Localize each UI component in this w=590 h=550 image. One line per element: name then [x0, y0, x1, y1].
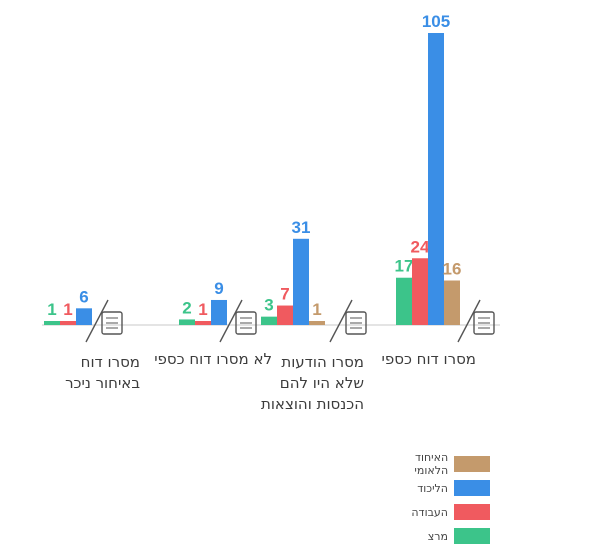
bar-1-4 [444, 280, 460, 325]
data-label: 31 [292, 218, 311, 237]
legend-label: הליכוד [417, 481, 448, 495]
data-label: 16 [443, 260, 462, 279]
legend-item: מרצ [378, 524, 490, 548]
bar-4-2 [60, 321, 76, 325]
bar-3-2 [195, 321, 211, 325]
bar-1-1 [396, 277, 412, 325]
data-label: 2 [182, 298, 191, 317]
legend-swatch [454, 504, 490, 520]
bar-2-2 [277, 305, 293, 325]
data-label: 1 [198, 300, 207, 319]
bar-3-1 [179, 319, 195, 325]
calculator-document-icon [457, 299, 495, 343]
category-label-3: לא מסרו דוח כספי [154, 350, 272, 368]
bar-4-1 [44, 321, 60, 325]
bar-2-4 [309, 321, 325, 325]
data-label: 3 [264, 296, 273, 315]
legend-swatch [454, 456, 490, 472]
data-label: 105 [422, 12, 450, 31]
category-label-1: מסרו דוח כספי [381, 350, 476, 368]
bar-1-3 [428, 33, 444, 325]
bar-2-3 [293, 238, 309, 325]
data-label: 1 [63, 300, 72, 319]
calendar-clock-icon [85, 299, 123, 343]
legend-swatch [454, 480, 490, 496]
legend-label: האיחוד הלאומי [414, 451, 449, 477]
legend-item: העבודה [378, 500, 490, 524]
legend-item: הליכוד [378, 476, 490, 500]
data-label: 6 [79, 287, 88, 306]
bar-2-1 [261, 316, 277, 325]
data-label: 9 [214, 279, 223, 298]
bar-1-2 [412, 258, 428, 325]
legend-swatch [454, 528, 490, 544]
legend-label: העבודה [411, 505, 448, 519]
data-label: 7 [280, 285, 289, 304]
category-label-4: מסרו דוח באיחור ניכר [65, 353, 140, 392]
hand-money-icon [329, 299, 367, 343]
legend: האיחוד הלאומי הליכוד העבודה מרצ [378, 451, 490, 548]
data-label: 17 [395, 257, 414, 276]
legend-item: האיחוד הלאומי [378, 451, 490, 477]
bar-4-3 [76, 308, 92, 325]
data-label: 1 [47, 300, 56, 319]
category-label-2: מסרו הודעות שלא היו להם הכנסות והוצאות [260, 353, 364, 413]
bar-3-3 [211, 299, 227, 325]
legend-label: מרצ [427, 529, 448, 543]
data-label: 24 [411, 237, 430, 256]
data-label: 1 [312, 300, 321, 319]
crossed-document-icon [219, 299, 257, 343]
